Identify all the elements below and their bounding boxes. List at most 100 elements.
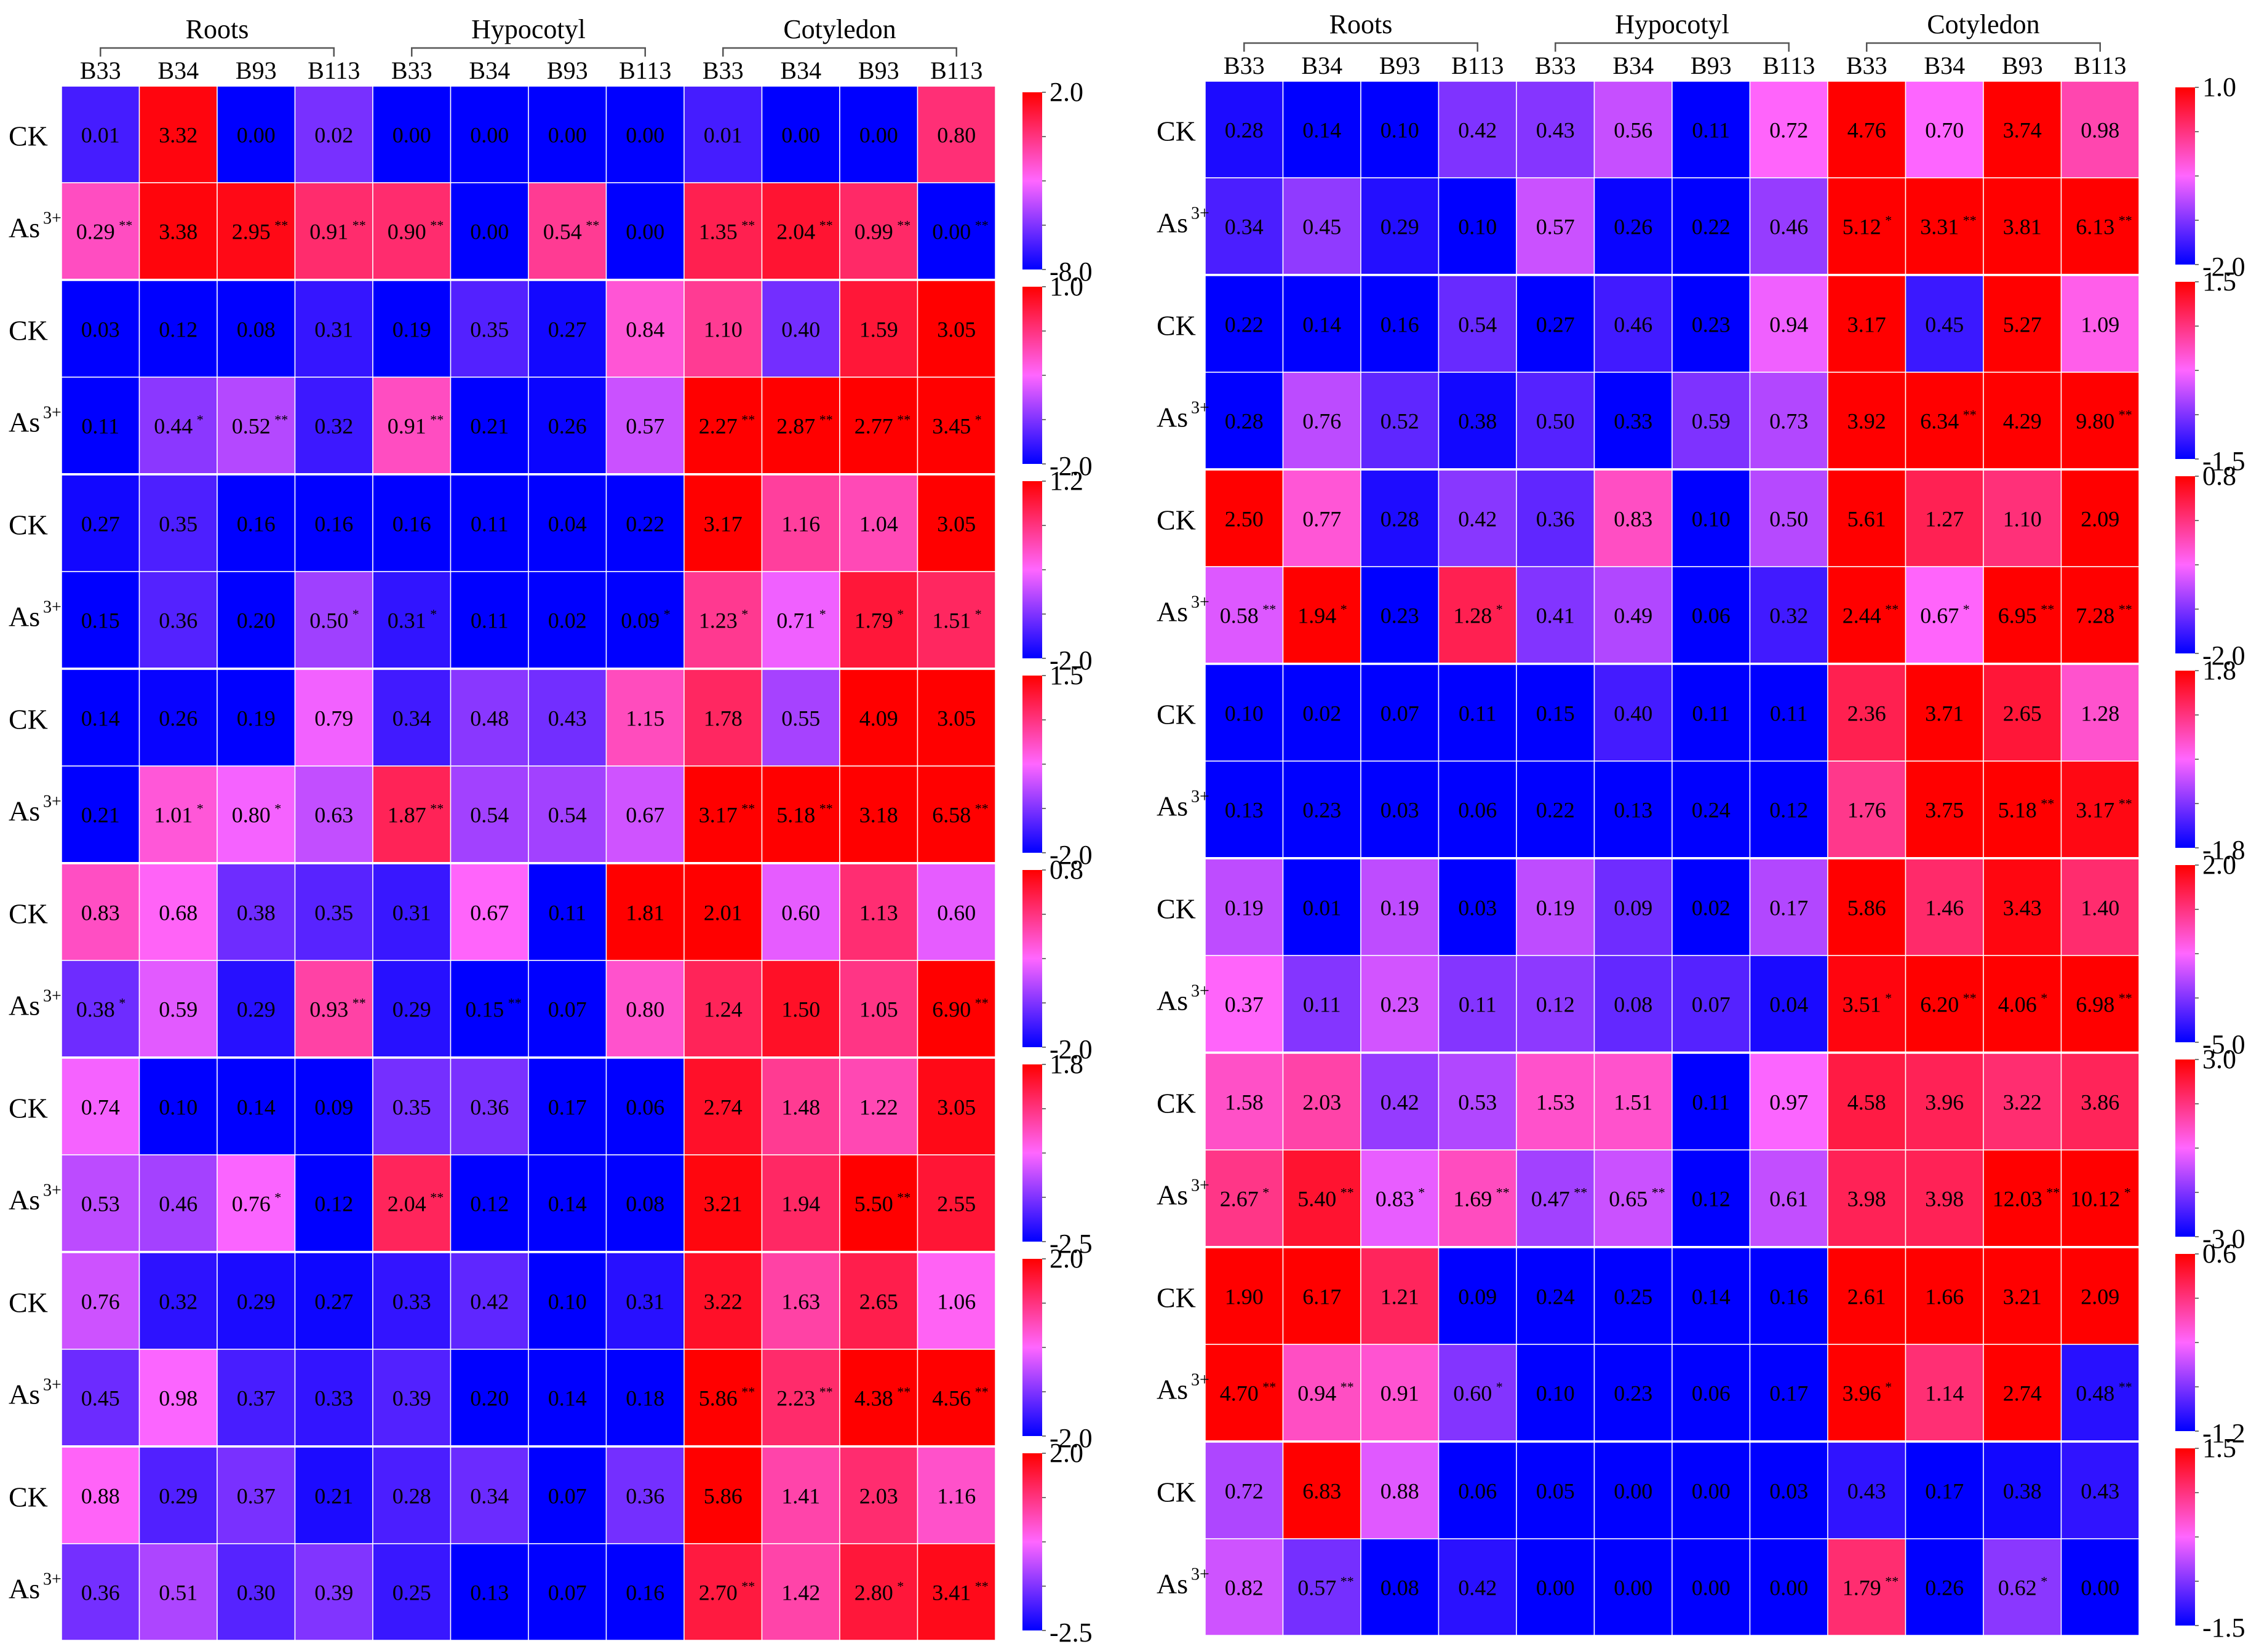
cell-value: 0.23 bbox=[1380, 604, 1419, 628]
heatmap-cell bbox=[217, 1543, 296, 1641]
column-label: B113 bbox=[1763, 52, 1815, 79]
heatmap-block: 0.19 0.01 0.19 0.03 0.19 0.09 0.02 0.17 5.86 1.46… bbox=[1157, 850, 2245, 1059]
row-label-ck: CK bbox=[9, 121, 48, 152]
row-label-as: As bbox=[9, 990, 40, 1021]
heatmap-block: 0.03 0.12 0.08 0.31 0.19 0.35 0.27 0.84 1.10 0.40… bbox=[9, 271, 1093, 481]
heatmap-cell bbox=[294, 182, 373, 280]
cell-value: 1.15 bbox=[626, 706, 664, 731]
cell-value: 0.49 bbox=[1614, 604, 1652, 628]
column-label: B33 bbox=[1535, 52, 1576, 79]
colorbar-max-label: 0.8 bbox=[2202, 461, 2236, 491]
colorbar bbox=[2175, 671, 2195, 848]
cell-value: 0.03 bbox=[1769, 1479, 1808, 1504]
cell-value: 0.12 bbox=[1692, 1187, 1731, 1211]
heatmap-cell bbox=[294, 765, 373, 863]
cell-value: 0.60 bbox=[781, 901, 820, 925]
cell-value: 0.06 bbox=[626, 1095, 664, 1120]
heatmap-cell bbox=[1438, 1344, 1517, 1442]
heatmap-cell bbox=[917, 280, 996, 378]
heatmap-cell bbox=[1593, 1053, 1673, 1151]
heatmap-cell bbox=[917, 1349, 996, 1446]
cell-value: 0.24 bbox=[1692, 798, 1731, 823]
significance-mark: * bbox=[197, 801, 204, 816]
heatmap-cell bbox=[1282, 177, 1361, 275]
cell-value: 0.15 bbox=[465, 997, 504, 1022]
row-label-superscript: 3+ bbox=[1191, 1176, 1209, 1195]
cell-value: 3.92 bbox=[1847, 409, 1886, 434]
cell-value: 10.12 bbox=[2070, 1187, 2120, 1211]
heatmap-cell bbox=[294, 474, 373, 572]
heatmap-cell bbox=[450, 1543, 529, 1641]
cell-value: 0.12 bbox=[470, 1192, 509, 1216]
cell-value: 0.30 bbox=[237, 1581, 276, 1605]
cell-value: 0.33 bbox=[392, 1290, 431, 1314]
row-label-superscript: 3+ bbox=[43, 404, 62, 423]
cell-value: 0.54 bbox=[470, 803, 509, 828]
significance-mark: ** bbox=[975, 1384, 989, 1400]
significance-mark: * bbox=[1262, 1185, 1269, 1200]
heatmap-cell bbox=[138, 1058, 218, 1155]
cell-value: 0.50 bbox=[309, 609, 348, 633]
heatmap-cell bbox=[1205, 81, 1284, 178]
heatmap-cell bbox=[528, 669, 607, 767]
cell-value: 0.71 bbox=[776, 609, 815, 633]
heatmap-cell bbox=[683, 571, 763, 669]
cell-value: 0.29 bbox=[1380, 215, 1419, 239]
colorbar-max-label: 1.5 bbox=[2202, 1433, 2236, 1463]
cell-value: 12.03 bbox=[1993, 1187, 2042, 1211]
heatmap-cell bbox=[2060, 1247, 2140, 1345]
row-label-as: As bbox=[9, 1573, 40, 1605]
cell-value: 0.36 bbox=[626, 1484, 664, 1509]
heatmap-cell bbox=[450, 1252, 529, 1350]
cell-value: 6.34 bbox=[1920, 409, 1959, 434]
cell-value: 0.57 bbox=[1536, 215, 1575, 239]
heatmap-cell bbox=[1749, 469, 1828, 567]
cell-value: 1.24 bbox=[704, 997, 743, 1022]
heatmap-cell bbox=[761, 1543, 840, 1641]
cell-value: 0.00 bbox=[1614, 1479, 1652, 1504]
heatmap-cell bbox=[683, 474, 763, 572]
significance-mark: ** bbox=[430, 1190, 444, 1205]
colorbar-max-label: 1.5 bbox=[2202, 266, 2236, 297]
heatmap-cell bbox=[294, 1543, 373, 1641]
heatmap-cell bbox=[1983, 1442, 2062, 1539]
cell-value: 0.16 bbox=[1380, 313, 1419, 337]
row-label-superscript: 3+ bbox=[43, 598, 62, 617]
cell-value: 0.60 bbox=[937, 901, 976, 925]
colorbar bbox=[1022, 870, 1042, 1047]
heatmap-cell bbox=[605, 669, 685, 767]
cell-value: 3.17 bbox=[2076, 798, 2114, 823]
cell-value: 0.36 bbox=[159, 609, 197, 633]
heatmap-cell bbox=[1671, 1149, 1751, 1247]
heatmap-cell bbox=[1983, 664, 2062, 762]
cell-value: 1.50 bbox=[781, 997, 820, 1022]
cell-value: 2.03 bbox=[1302, 1090, 1341, 1115]
heatmap-block: 0.83 0.68 0.38 0.35 0.31 0.67 0.11 1.81 2.01 0.60… bbox=[9, 855, 1093, 1064]
colorbar-min-label: -2.0 bbox=[2202, 640, 2245, 671]
cell-value: 2.65 bbox=[859, 1290, 898, 1314]
cell-value: 0.00 bbox=[1769, 1576, 1808, 1600]
cell-value: 5.86 bbox=[1847, 896, 1886, 920]
cell-value: 5.18 bbox=[1998, 798, 2037, 823]
cell-value: 3.05 bbox=[937, 317, 976, 342]
cell-value: 0.16 bbox=[314, 512, 353, 537]
cell-value: 0.14 bbox=[81, 706, 120, 731]
cell-value: 0.67 bbox=[470, 901, 509, 925]
heatmap-cell bbox=[1282, 955, 1361, 1053]
colorbar-max-label: 1.2 bbox=[1050, 466, 1083, 496]
cell-value: 0.01 bbox=[704, 123, 743, 148]
heatmap-cell bbox=[2060, 1442, 2140, 1539]
heatmap-cell bbox=[138, 474, 218, 572]
heatmap-cell bbox=[1749, 760, 1828, 858]
heatmap-cell bbox=[450, 571, 529, 669]
heatmap-cell bbox=[1516, 1538, 1595, 1636]
heatmap-cell bbox=[2060, 566, 2140, 664]
cell-value: 0.38 bbox=[237, 901, 276, 925]
cell-value: 0.54 bbox=[548, 803, 587, 828]
heatmap-cell bbox=[1827, 1442, 1906, 1539]
cell-value: 1.53 bbox=[1536, 1090, 1575, 1115]
cell-value: 0.07 bbox=[1380, 701, 1419, 726]
cell-value: 0.31 bbox=[314, 317, 353, 342]
cell-value: 0.09 bbox=[621, 609, 659, 633]
heatmap-cell bbox=[1749, 1149, 1828, 1247]
